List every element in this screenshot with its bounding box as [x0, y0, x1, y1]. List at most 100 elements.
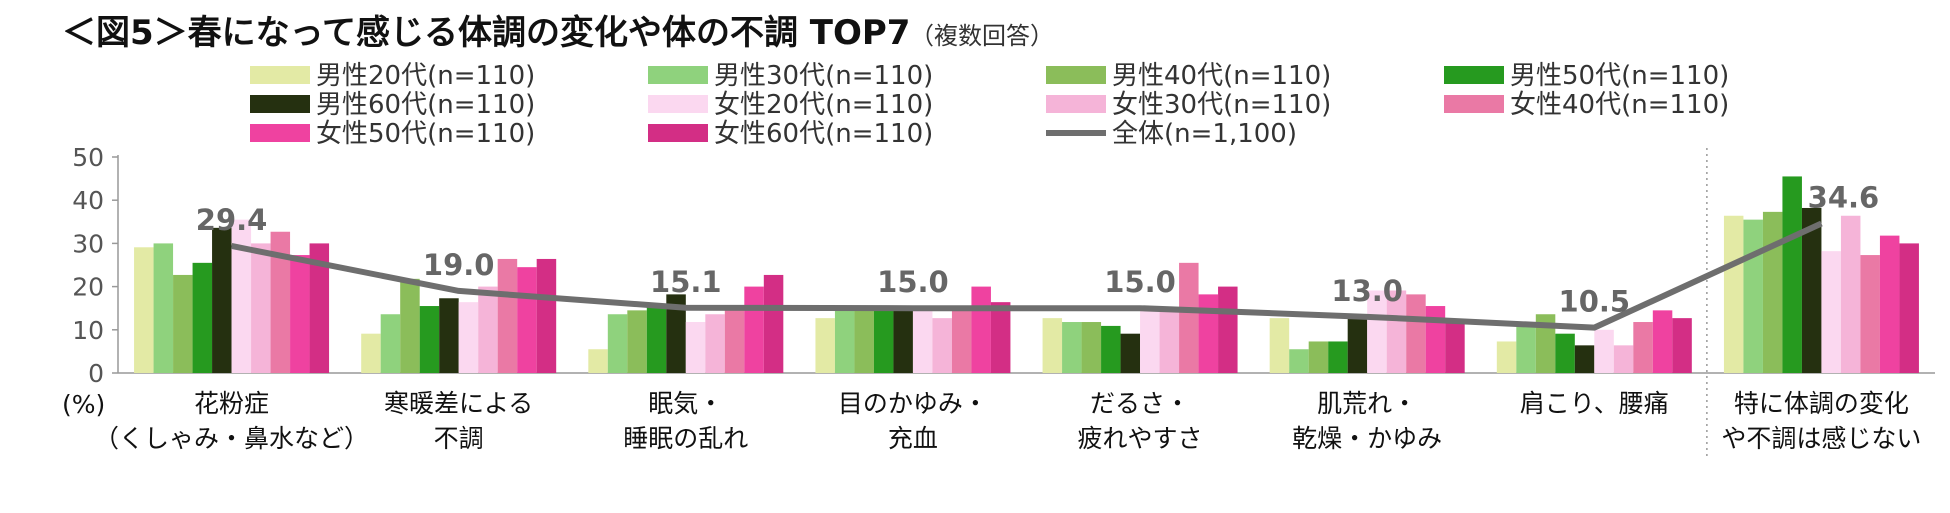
bar: [990, 302, 1011, 373]
bar: [1762, 211, 1783, 373]
bar: [1516, 325, 1536, 373]
legend-label: 全体(n=1,100): [1112, 119, 1297, 149]
bar: [1179, 262, 1199, 373]
bar: [1574, 345, 1595, 373]
bar: [1594, 329, 1614, 373]
bar: [1289, 349, 1309, 373]
category-label: 目のかゆみ・: [838, 389, 988, 418]
bar: [1101, 325, 1121, 373]
bar: [1062, 322, 1082, 373]
bar: [763, 274, 784, 373]
legend-label: 女性30代(n=110): [1112, 90, 1331, 120]
bar: [951, 306, 972, 373]
bar: [361, 333, 381, 373]
category-label: 寒暖差による: [384, 389, 533, 418]
bar: [1367, 290, 1387, 373]
bar: [705, 314, 725, 373]
bar: [1535, 314, 1556, 373]
category-label: 乾燥・かゆみ: [1292, 424, 1442, 453]
legend-swatch: [1444, 95, 1504, 113]
bar: [724, 306, 745, 373]
bar: [1308, 341, 1329, 373]
legend-label: 男性40代(n=110): [1112, 61, 1331, 91]
overall-line: 29.4 19.0 15.1 15.0 15.0 13.0 10.5 34.6: [196, 181, 1880, 331]
category-label: 眠気・: [648, 389, 723, 418]
legend-label: 男性30代(n=110): [714, 61, 933, 91]
bar: [854, 310, 874, 373]
data-label: 13.0: [1331, 274, 1403, 308]
bar: [270, 231, 291, 373]
bar: [1801, 207, 1822, 373]
bar: [290, 255, 310, 373]
bar: [1198, 294, 1219, 373]
category-label: 肩こり、腰痛: [1520, 389, 1669, 418]
legend-label: 女性50代(n=110): [316, 119, 535, 149]
bars: [134, 176, 1919, 373]
y-tick-label: 0: [88, 359, 104, 388]
bar: [1328, 341, 1348, 373]
bar: [932, 318, 952, 373]
data-label: 19.0: [423, 248, 495, 282]
y-tick-label: 30: [72, 229, 104, 258]
legend-label: 女性60代(n=110): [714, 119, 933, 149]
bar: [1821, 251, 1841, 373]
bar: [1218, 286, 1238, 373]
bar: [1879, 235, 1900, 373]
y-tick-label: 40: [72, 186, 104, 215]
bar: [400, 278, 420, 373]
bar: [517, 267, 537, 373]
bar: [1555, 333, 1575, 373]
legend-swatch: [250, 95, 310, 113]
bar: [231, 219, 252, 373]
bar: [588, 349, 608, 373]
bar: [971, 286, 991, 373]
chart-title: ＜図5＞春になって感じる体調の変化や体の不調 TOP7: [62, 13, 910, 53]
category-label: 充血: [888, 424, 938, 453]
bar: [1860, 255, 1880, 373]
bar: [1672, 318, 1692, 373]
bar: [153, 243, 174, 373]
bar: [1081, 322, 1102, 373]
data-label: 15.0: [877, 265, 949, 299]
category-label: や不調は感じない: [1721, 424, 1921, 453]
bar: [1159, 310, 1180, 373]
category-label: 睡眠の乱れ: [623, 424, 748, 453]
category-label: だるさ・: [1090, 389, 1190, 418]
chart-subtitle: （複数回答）: [910, 22, 1054, 50]
legend-swatch: [648, 66, 708, 84]
bar: [458, 302, 479, 373]
bar: [1347, 314, 1368, 373]
bar: [173, 274, 193, 373]
bar: [251, 243, 271, 373]
legend-label: 女性40代(n=110): [1510, 90, 1729, 120]
bar: [1782, 176, 1802, 373]
bar: [834, 310, 855, 373]
bar: [1445, 322, 1465, 373]
y-tick-label: 20: [72, 273, 104, 302]
data-label: 34.6: [1808, 181, 1880, 215]
bar: [419, 306, 440, 373]
legend-swatch: [250, 66, 310, 84]
bar: [912, 310, 933, 373]
legend-swatch: [1444, 66, 1504, 84]
legend-swatch: [1046, 95, 1106, 113]
bar: [685, 322, 706, 373]
bar: [1269, 318, 1290, 373]
overall-line-path: [230, 220, 1823, 331]
legend-label: 女性20代(n=110): [714, 90, 933, 120]
category-label: 不調: [434, 424, 484, 453]
bar: [309, 243, 330, 373]
bar: [497, 258, 518, 373]
bar: [134, 247, 154, 373]
bar: [1386, 290, 1407, 373]
legend-label: 男性20代(n=110): [316, 61, 535, 91]
bar: [646, 306, 667, 373]
y-axis-label: (%): [62, 390, 105, 419]
bar: [1743, 219, 1763, 373]
legend-swatch: [648, 95, 708, 113]
bar: [1425, 306, 1446, 373]
bar: [1613, 345, 1634, 373]
category-label: 特に体調の変化: [1734, 389, 1909, 418]
data-label: 29.4: [196, 203, 268, 237]
